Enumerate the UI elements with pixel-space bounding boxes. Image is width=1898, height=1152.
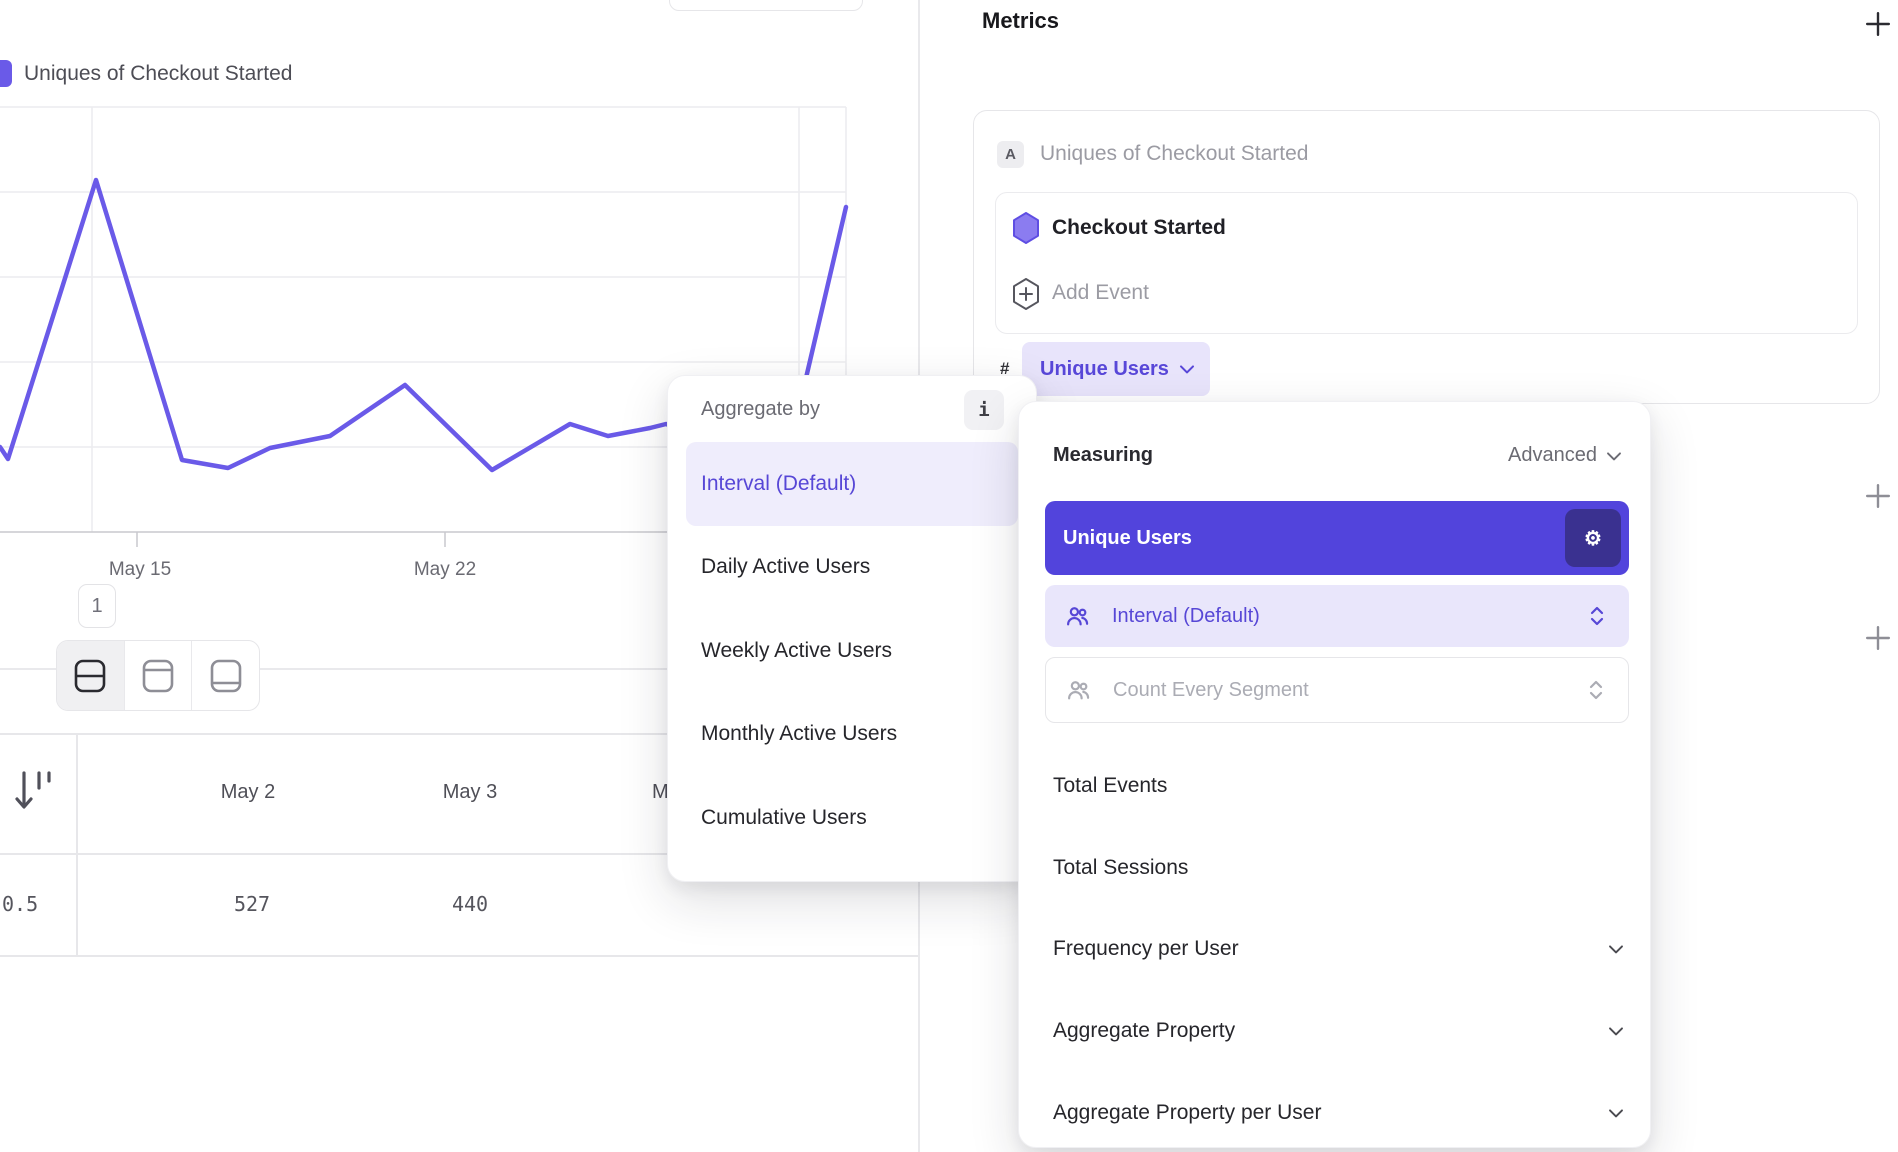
x-axis-label-2: May 22 — [414, 559, 476, 580]
layout-toggle-group — [56, 640, 260, 711]
chart-legend: Uniques of Checkout Started — [0, 60, 293, 87]
aggregate-option-2[interactable]: Weekly Active Users — [686, 609, 1018, 693]
chevron-down-icon — [1609, 1109, 1623, 1118]
measuring-option-1[interactable]: Total Sessions — [1053, 827, 1624, 909]
interval-label: Interval (Default) — [1112, 604, 1260, 627]
measuring-segment-select[interactable]: Count Every Segment — [1045, 657, 1629, 723]
measuring-menu: Measuring Advanced Unique Users ⚙ Interv… — [1018, 401, 1651, 1148]
users-icon — [1067, 606, 1089, 625]
layout-bottom-button[interactable] — [192, 641, 259, 710]
info-icon[interactable]: i — [964, 390, 1004, 430]
measuring-option-label: Aggregate Property — [1053, 1019, 1236, 1043]
table-header-may2[interactable]: May 2 — [220, 781, 276, 803]
gear-icon: ⚙ — [1584, 527, 1602, 550]
metric-letter-badge: A — [997, 141, 1024, 168]
aggregate-menu-items: Interval (Default) Daily Active Users Week… — [686, 442, 1018, 860]
event-card — [995, 192, 1858, 334]
chevron-down-icon — [1609, 945, 1623, 954]
table-cell-may2: 527 — [233, 892, 271, 916]
table-row-border — [0, 955, 918, 957]
measurement-pill[interactable]: Unique Users — [1022, 342, 1210, 396]
split-view-icon — [75, 659, 106, 692]
measuring-option-0[interactable]: Total Events — [1053, 745, 1624, 827]
segment-label: Count Every Segment — [1113, 678, 1309, 701]
chevron-updown-icon — [1589, 680, 1603, 700]
advanced-label: Advanced — [1508, 444, 1597, 466]
aggregate-option-3[interactable]: Monthly Active Users — [686, 693, 1018, 777]
chevron-down-icon — [1179, 365, 1194, 374]
table-header-border — [0, 853, 918, 855]
measuring-option-2[interactable]: Frequency per User — [1053, 909, 1624, 991]
chevron-down-icon — [1609, 1027, 1623, 1036]
add-event-label[interactable]: Add Event — [1052, 281, 1149, 304]
advanced-toggle[interactable]: Advanced — [1508, 444, 1622, 467]
metrics-panel-title: Metrics — [982, 8, 1060, 33]
metric-card-title[interactable]: Uniques of Checkout Started — [1040, 142, 1309, 165]
chevron-updown-icon — [1590, 606, 1604, 626]
aggregate-option-4[interactable]: Cumulative Users — [686, 776, 1018, 860]
measuring-option-unique-users[interactable]: Unique Users ⚙ — [1045, 501, 1629, 575]
aggregate-option-1[interactable]: Daily Active Users — [686, 526, 1018, 610]
aggregate-option-label: Interval (Default) — [701, 471, 857, 495]
sort-order-icon[interactable] — [14, 768, 54, 814]
measuring-title: Measuring — [1053, 444, 1154, 466]
plus-icon — [1865, 11, 1891, 37]
measuring-option-label: Aggregate Property per User — [1053, 1100, 1322, 1124]
measuring-menu-items: Total Events Total Sessions Frequency per … — [1053, 745, 1624, 1147]
aggregate-by-menu: Aggregate by i Interval (Default) Daily A… — [667, 375, 1037, 882]
hash-glyph: # — [1000, 359, 1010, 378]
table-cell-may3: 440 — [451, 892, 489, 916]
top-view-icon — [142, 659, 174, 692]
aggregate-by-title: Aggregate by — [701, 398, 820, 420]
measuring-option-label: Frequency per User — [1053, 937, 1239, 961]
aggregate-option-label: Daily Active Users — [701, 555, 871, 579]
measuring-option-label: Total Events — [1053, 773, 1168, 797]
x-axis-label-1: May 15 — [109, 559, 171, 580]
measuring-option-3[interactable]: Aggregate Property — [1053, 990, 1624, 1072]
measuring-option-4[interactable]: Aggregate Property per User — [1053, 1072, 1624, 1147]
table-top-border — [0, 733, 918, 735]
measurement-pill-label: Unique Users — [1040, 357, 1169, 380]
legend-series-label: Uniques of Checkout Started — [24, 61, 293, 85]
plus-icon — [1865, 483, 1891, 509]
aggregate-option-label: Monthly Active Users — [701, 722, 898, 746]
aggregate-option-label: Weekly Active Users — [701, 638, 892, 662]
measuring-interval-select[interactable]: Interval (Default) — [1045, 585, 1629, 647]
table-header-may3[interactable]: May 3 — [442, 781, 498, 803]
layout-top-button[interactable] — [125, 641, 193, 710]
aggregate-option-label: Cumulative Users — [701, 805, 867, 829]
layout-split-button[interactable] — [57, 641, 125, 710]
add-metric-button[interactable] — [1864, 10, 1892, 38]
unique-users-label: Unique Users — [1063, 526, 1192, 549]
bottom-view-icon — [210, 659, 241, 692]
aggregate-option-0[interactable]: Interval (Default) — [686, 442, 1018, 526]
add-event-icon[interactable] — [1011, 277, 1041, 311]
users-icon — [1068, 680, 1090, 699]
plus-icon — [1865, 625, 1891, 651]
chevron-down-icon — [1607, 451, 1621, 460]
legend-series-marker — [0, 60, 12, 87]
settings-button[interactable]: ⚙ — [1565, 509, 1621, 567]
table-row-label: 0.5 — [2, 892, 39, 916]
measuring-option-label: Total Sessions — [1053, 855, 1189, 879]
section-divider — [0, 668, 918, 670]
page-number-badge[interactable]: 1 — [78, 584, 116, 628]
add-breakdown-button[interactable] — [1864, 624, 1892, 652]
add-filter-button[interactable] — [1864, 482, 1892, 510]
event-name[interactable]: Checkout Started — [1052, 216, 1226, 239]
table-column-separator — [76, 733, 78, 955]
event-hexagon-icon — [1013, 212, 1039, 244]
